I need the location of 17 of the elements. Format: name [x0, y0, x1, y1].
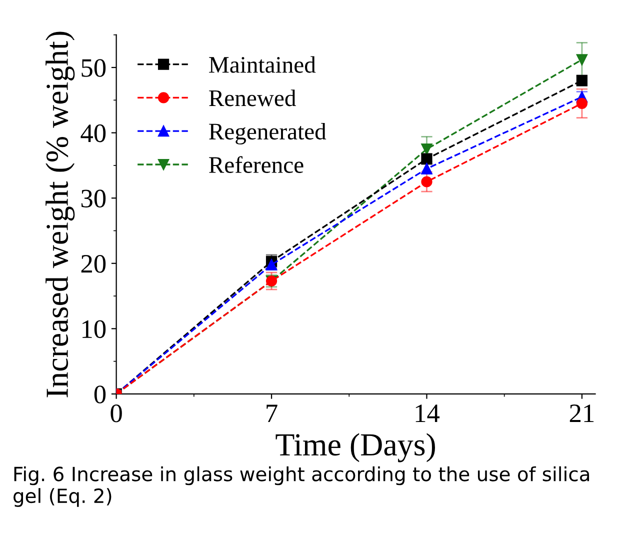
legend-label: Reference — [209, 156, 304, 173]
y-tick-label: 0 — [94, 386, 106, 404]
y-tick-label: 40 — [80, 124, 106, 142]
y-tick-label: 20 — [81, 254, 106, 273]
x-tick-label: 7 — [266, 404, 278, 422]
y-tick-label: 30 — [81, 190, 106, 208]
x-tick-label: 14 — [416, 404, 440, 422]
y-tick-label: 10 — [82, 320, 106, 338]
legend-label: Maintained — [209, 56, 316, 73]
x-axis-title: Time (Days) — [276, 433, 435, 462]
x-tick-label: 0 — [110, 404, 122, 422]
y-axis-title: Increased weight (% weight) — [46, 32, 75, 398]
legend-label: Renewed — [209, 90, 296, 106]
x-tick-label: 21 — [570, 404, 594, 422]
caption: Fig. 6 Increase in glass weight according to the use of silica gel (Eq. 2) — [14, 466, 590, 507]
legend-label: Regenerated — [209, 122, 326, 144]
y-tick-label: 50 — [82, 59, 106, 77]
